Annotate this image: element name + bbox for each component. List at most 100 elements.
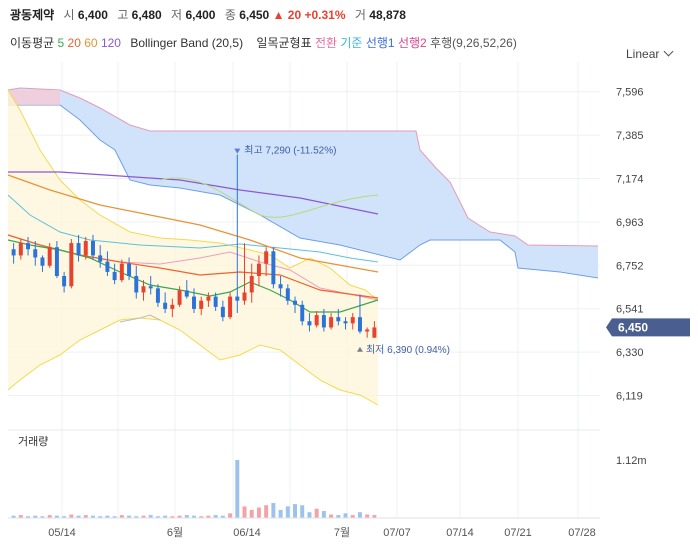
- price-header: 광동제약 시 6,400 고 6,480 저 6,400 종 6,450 ▲ 2…: [10, 6, 406, 23]
- volume-bar: [127, 515, 132, 518]
- span2-label: 선행2: [397, 36, 427, 50]
- volume-bar: [18, 515, 23, 518]
- volume-bar: [365, 514, 370, 518]
- x-tick-label: 07/14: [446, 527, 474, 539]
- candle-body: [300, 304, 305, 322]
- bollinger-lower: [7, 317, 379, 406]
- volume-bar: [256, 507, 261, 518]
- candle-body: [249, 276, 254, 293]
- ma5-label[interactable]: 5: [57, 36, 65, 50]
- volume-bar: [69, 514, 74, 518]
- ma20-label[interactable]: 20: [67, 36, 81, 50]
- candle-body: [329, 317, 334, 328]
- volume-bar: [90, 515, 95, 518]
- volume-bar: [199, 516, 204, 518]
- volume-bar: [242, 506, 247, 518]
- candle-body: [336, 317, 341, 322]
- volume-label: 거: [354, 8, 366, 22]
- max-annotation: 최고 7,290 (-11.52%): [244, 145, 336, 157]
- bollinger-label[interactable]: Bollinger Band (20,5): [130, 36, 244, 50]
- volume-bar: [141, 515, 146, 518]
- low-label: 저: [171, 8, 183, 22]
- candle-body: [163, 302, 168, 309]
- candle-body: [264, 251, 269, 264]
- stock-name: 광동제약: [10, 8, 55, 22]
- candle-body: [220, 306, 225, 318]
- close-label: 종: [224, 8, 236, 22]
- open-label: 시: [63, 8, 75, 22]
- ma120-label[interactable]: 120: [100, 36, 121, 50]
- volume-bar: [98, 516, 103, 518]
- candle-body: [235, 296, 240, 301]
- volume-bar: [192, 515, 196, 518]
- candle-body: [40, 257, 45, 266]
- candle-body: [112, 271, 117, 281]
- candle-body: [90, 241, 95, 256]
- candle-body: [242, 292, 247, 301]
- volume-bar: [336, 515, 341, 518]
- candle-body: [307, 321, 312, 326]
- candle-body: [83, 241, 88, 256]
- y-tick-label: 6,330: [616, 347, 644, 359]
- y-tick-label: 6,119: [616, 391, 643, 403]
- x-tick-label: 07/28: [568, 527, 596, 539]
- ma60-line: [7, 174, 379, 273]
- volume-bar: [184, 515, 189, 518]
- candle-body: [105, 261, 110, 272]
- volume-bar: [40, 516, 45, 518]
- volume-bar: [228, 513, 233, 518]
- ichimoku-label[interactable]: 일목균형표: [256, 36, 312, 50]
- span1-line: [8, 104, 599, 279]
- span1-label: 선행1: [365, 36, 395, 50]
- scale-dropdown[interactable]: Linear: [626, 46, 674, 61]
- y-tick-label: 7,385: [616, 130, 644, 142]
- min-annotation: 최저 6,390 (0.94%): [366, 344, 450, 356]
- change-value: ▲ 20: [272, 8, 302, 22]
- x-tick-label: 07/07: [383, 527, 411, 539]
- volume-bar: [350, 515, 355, 518]
- candle-body: [33, 249, 38, 258]
- volume-bar: [112, 516, 117, 518]
- volume-bar: [170, 516, 175, 518]
- volume-bar: [249, 509, 254, 518]
- scale-label: Linear: [626, 47, 660, 61]
- volume-bar: [11, 515, 16, 518]
- volume-bar: [148, 515, 153, 518]
- volume-bar: [83, 515, 88, 518]
- volume-bar: [26, 516, 31, 518]
- candle-body: [11, 249, 16, 256]
- volume-bar: [54, 515, 59, 518]
- indicator-legend: 이동평균 5 20 60 120 Bollinger Band (20,5) 일…: [10, 34, 517, 51]
- candle-body: [314, 315, 319, 326]
- candle-body: [199, 300, 204, 309]
- candle-body: [141, 286, 146, 293]
- candle-body: [321, 315, 326, 328]
- volume-bar: [314, 508, 319, 518]
- candle-body: [256, 263, 261, 276]
- volume-bar: [206, 515, 211, 518]
- ma-label[interactable]: 이동평균: [10, 36, 55, 50]
- lagging-label: 후행(9,26,52,26): [430, 36, 517, 50]
- max-marker-icon: [234, 148, 241, 154]
- y-tick-label: 6,752: [616, 260, 644, 272]
- conversion-label: 전환: [314, 36, 338, 50]
- lagging-line: [119, 314, 161, 323]
- high-value: 6,480: [131, 8, 162, 22]
- y-tick-label: 7,174: [616, 173, 644, 185]
- candle-body: [372, 327, 377, 338]
- base-line: [7, 194, 379, 263]
- candle-body: [206, 296, 211, 301]
- candle-body: [26, 243, 31, 250]
- volume-tick-label: 1.12m: [616, 455, 647, 467]
- ma120-line: [8, 171, 379, 215]
- base-label: 기준: [340, 36, 363, 50]
- volume-bar: [293, 504, 298, 518]
- volume-bar: [155, 516, 160, 518]
- volume-bar: [278, 509, 283, 518]
- volume-bar: [47, 515, 52, 518]
- volume-bar: [105, 515, 110, 518]
- ma60-label[interactable]: 60: [84, 36, 98, 50]
- volume-bar: [220, 515, 225, 518]
- candle-body: [184, 290, 189, 297]
